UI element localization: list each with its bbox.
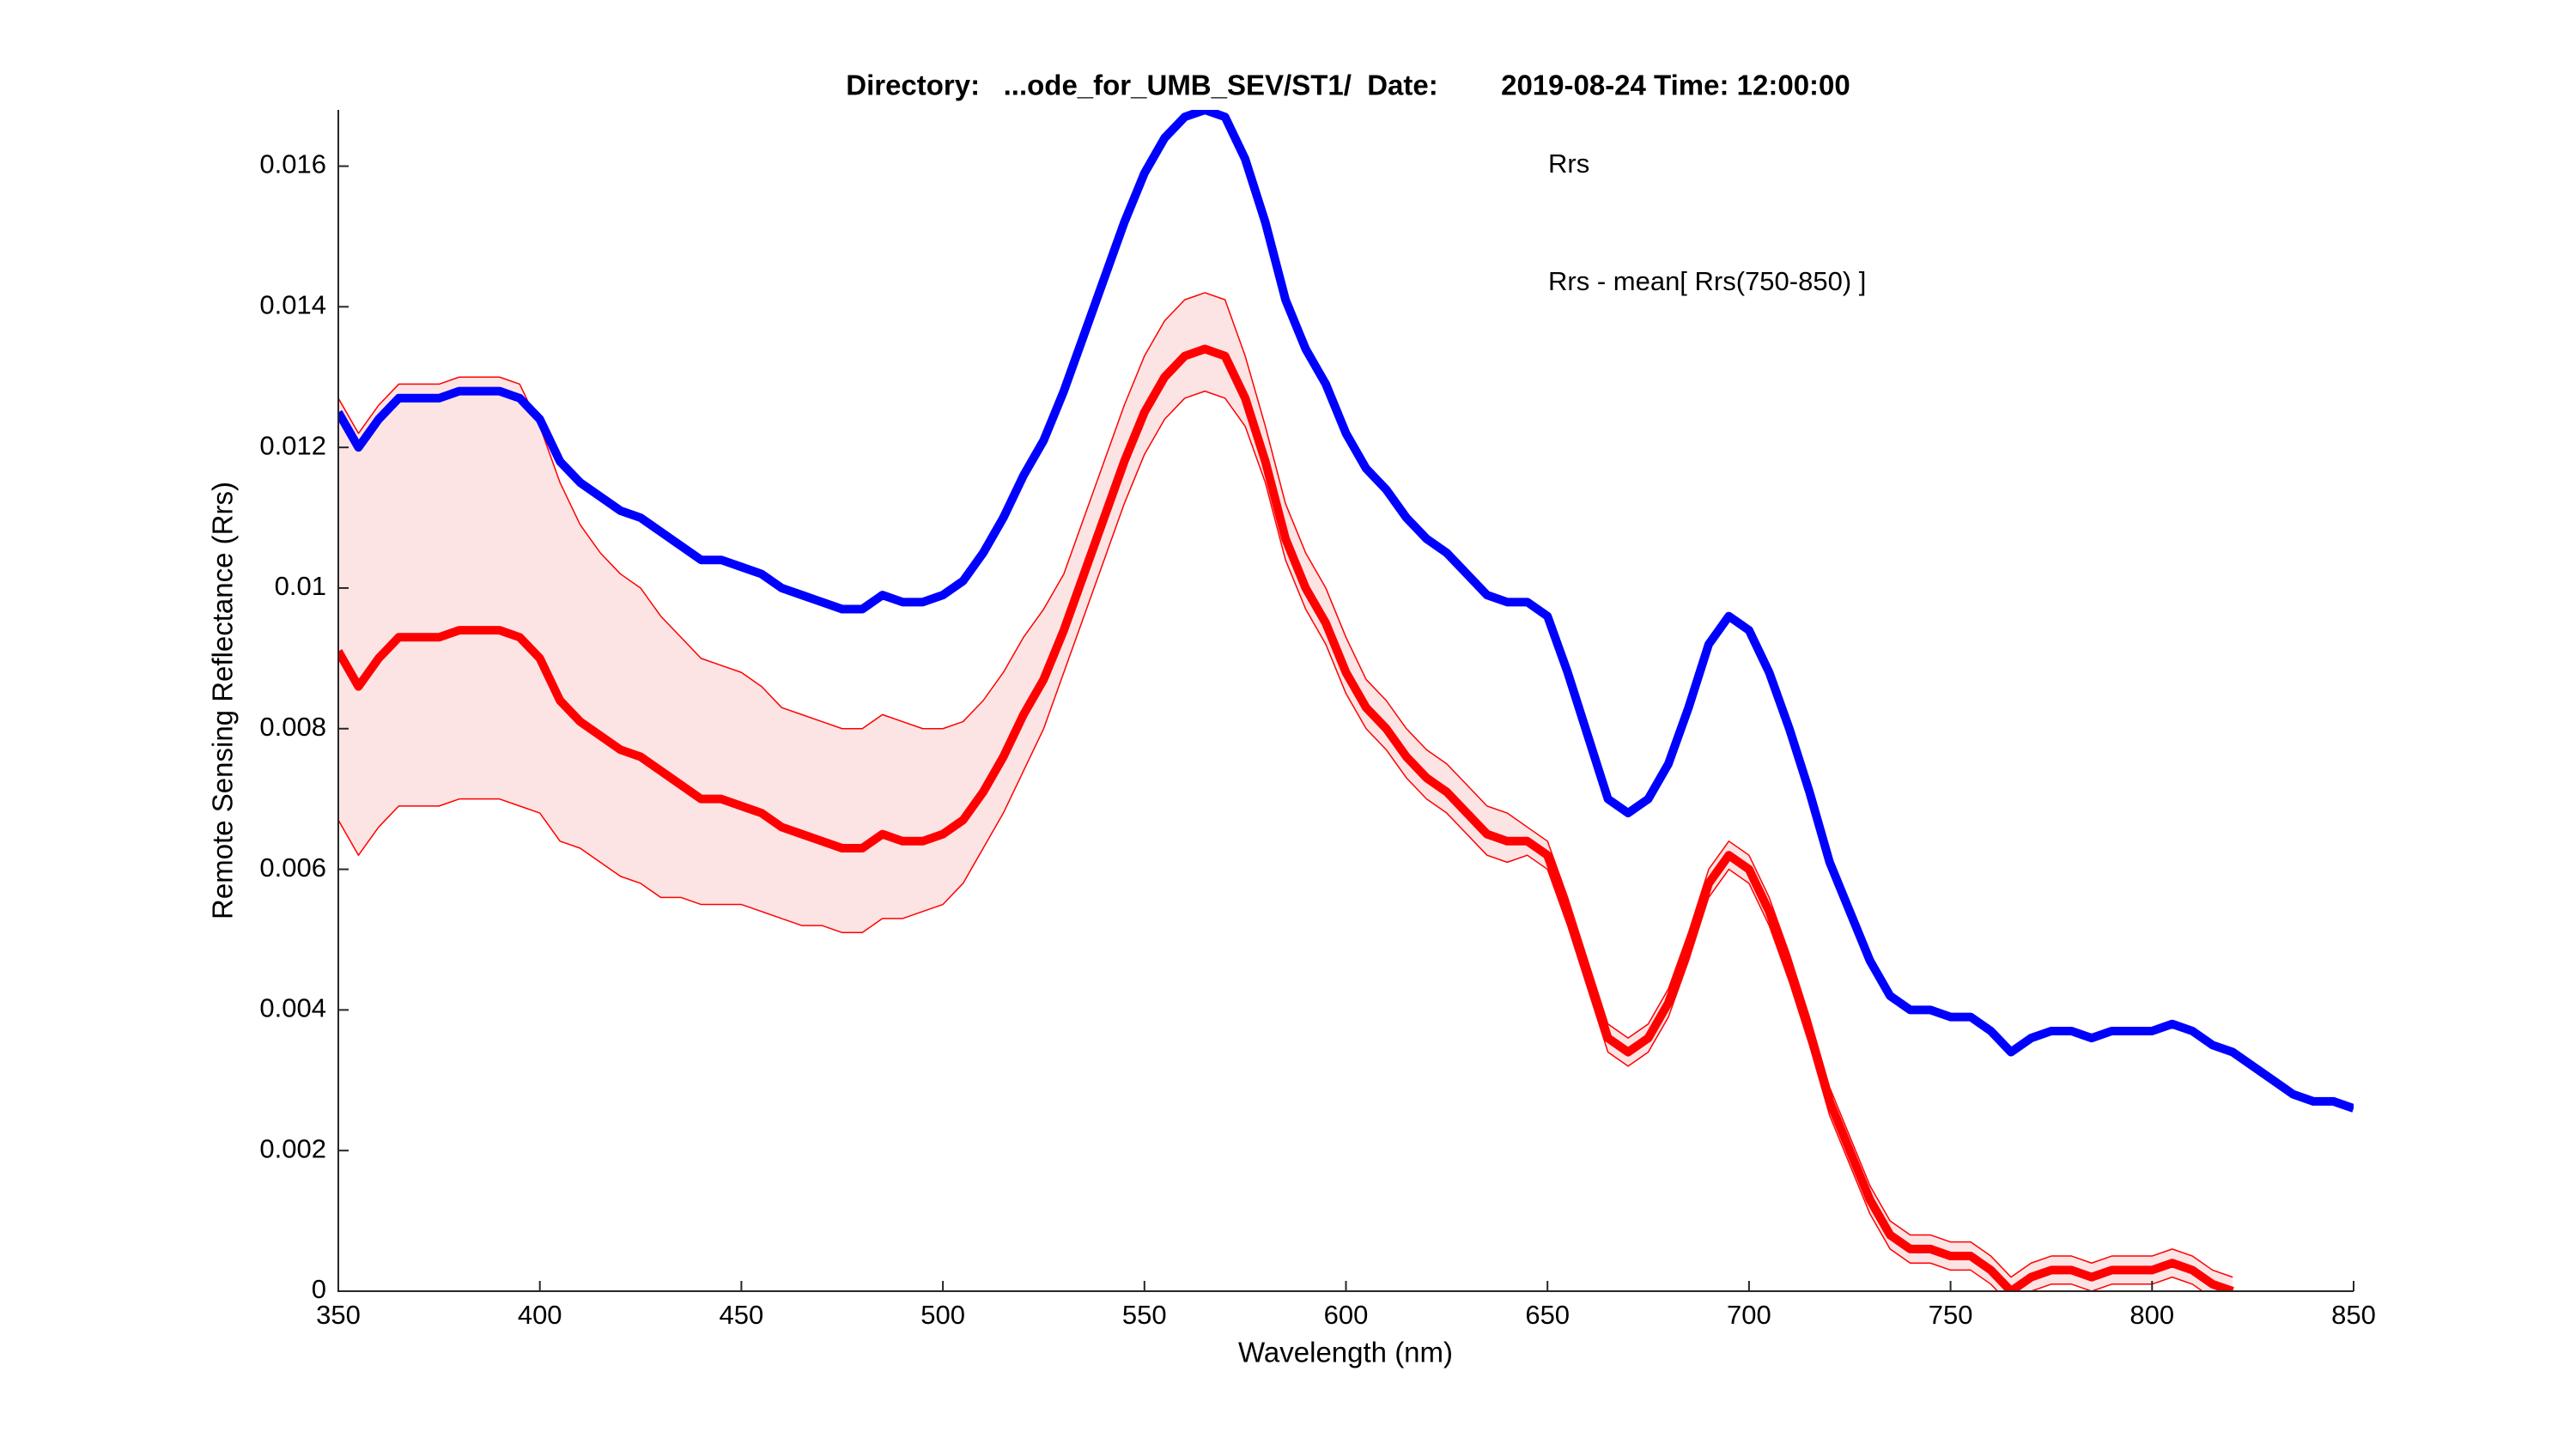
y-tick-label: 0.016 (259, 149, 326, 179)
y-tick-label: 0 (312, 1274, 326, 1304)
x-tick-label: 350 (316, 1300, 361, 1330)
y-tick-label: 0.008 (259, 712, 326, 742)
plot-area (338, 110, 2354, 1291)
x-tick-label: 800 (2129, 1300, 2174, 1330)
x-tick-label: 850 (2331, 1300, 2376, 1330)
y-axis-label: Remote Sensing Reflectance (Rrs) (207, 482, 239, 919)
x-axis-label: Wavelength (nm) (1238, 1337, 1453, 1368)
y-tick-label: 0.01 (275, 571, 326, 601)
x-tick-label: 650 (1525, 1300, 1570, 1330)
legend-label: Rrs - mean[ Rrs(750-850) ] (1548, 266, 1866, 296)
y-tick-label: 0.004 (259, 993, 326, 1023)
legend-label: Rrs (1548, 149, 1589, 179)
x-tick-label: 750 (1929, 1300, 1973, 1330)
x-tick-label: 600 (1324, 1300, 1369, 1330)
x-tick-label: 400 (518, 1300, 562, 1330)
x-tick-label: 550 (1122, 1300, 1167, 1330)
y-tick-label: 0.006 (259, 852, 326, 883)
chart-title: Directory: ...ode_for_UMB_SEV/ST1/ Date:… (846, 70, 1850, 101)
y-tick-label: 0.012 (259, 430, 326, 460)
series-line (338, 110, 2354, 1113)
uncertainty-band (338, 292, 2233, 1291)
x-tick-label: 700 (1727, 1300, 1771, 1330)
band-edge (338, 390, 2204, 1291)
band-edge (338, 292, 2233, 1278)
x-tick-label: 450 (720, 1300, 764, 1330)
series-line (338, 344, 2234, 1291)
y-tick-label: 0.014 (259, 290, 326, 320)
y-tick-label: 0.002 (259, 1133, 326, 1163)
x-tick-label: 500 (920, 1300, 965, 1330)
